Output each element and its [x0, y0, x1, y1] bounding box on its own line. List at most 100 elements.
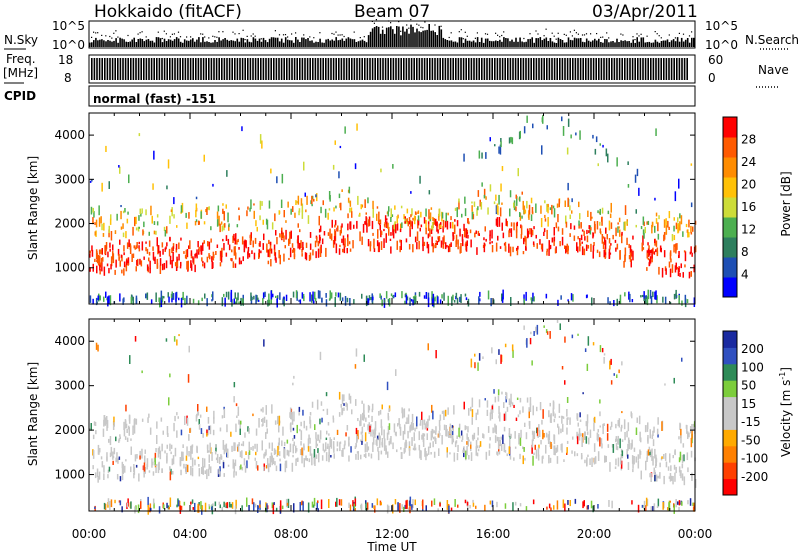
power-cell — [628, 243, 630, 249]
power-cell — [172, 246, 174, 252]
power-cell — [145, 241, 147, 244]
velocity-cell — [490, 409, 492, 415]
nsky-bar — [646, 42, 649, 47]
power-cell — [591, 216, 593, 219]
power-cell — [97, 255, 100, 266]
velocity-cell — [197, 404, 199, 412]
velocity-cell — [166, 502, 168, 509]
freq-bar — [306, 58, 309, 80]
power-cell — [368, 216, 371, 226]
power-cell — [210, 238, 212, 243]
velocity-cell — [484, 398, 486, 401]
power-cell — [171, 247, 173, 253]
freq-bar — [361, 58, 363, 80]
power-cell — [161, 263, 164, 271]
power-cell — [354, 163, 357, 170]
velocity-cell — [635, 456, 637, 463]
velocity-cell — [213, 410, 215, 419]
power-cell — [502, 232, 505, 239]
power-cell — [174, 262, 177, 267]
velocity-cell — [185, 455, 188, 461]
freq-bar — [650, 58, 652, 80]
nsky-bar — [232, 40, 234, 47]
velocity-cell — [463, 401, 465, 410]
power-cell — [138, 215, 140, 221]
velocity-cell — [512, 349, 514, 358]
power-cell — [547, 217, 549, 227]
power-cell — [392, 294, 395, 299]
velocity-cell — [390, 436, 392, 445]
velocity-cell — [456, 453, 459, 461]
power-cell — [519, 196, 521, 202]
velocity-cell — [519, 503, 522, 507]
power-cell — [624, 255, 626, 261]
power-cell — [641, 294, 644, 298]
nsky-bar — [412, 26, 414, 47]
power-cell — [312, 291, 314, 301]
velocity-cell — [355, 453, 357, 460]
power-cell — [383, 228, 385, 232]
nsearch-dot — [460, 29, 462, 31]
power-cell — [499, 207, 502, 217]
power-cell — [168, 248, 171, 257]
velocity-cell — [373, 505, 375, 509]
velocity-cell — [180, 429, 183, 436]
velocity-cell — [283, 447, 285, 458]
velocity-cell — [333, 446, 335, 453]
nsky-bar — [282, 42, 285, 47]
velocity-cell — [474, 362, 476, 369]
power-cell — [254, 237, 257, 244]
power-cell — [268, 239, 270, 244]
power-cell — [523, 205, 526, 215]
nsearch-dot — [563, 33, 565, 35]
power-cell — [152, 251, 155, 260]
freq-bar — [629, 58, 631, 80]
nsearch-dot — [420, 26, 422, 28]
power-cell — [278, 210, 281, 214]
velocity-cell — [327, 422, 330, 426]
velocity-cell — [103, 473, 105, 480]
nsearch-dot — [410, 18, 412, 21]
power-cell — [390, 217, 392, 222]
nsearch-dot — [656, 33, 658, 35]
power-cell — [378, 219, 381, 223]
power-cell — [442, 240, 445, 249]
power-cell — [359, 231, 361, 242]
power-cell — [472, 214, 475, 220]
nsky-bar — [323, 42, 325, 47]
nsky-bar — [143, 41, 146, 47]
velocity-cell — [429, 442, 431, 449]
nsearch-dot — [632, 36, 634, 38]
velocity-cell — [321, 455, 324, 461]
nsky-bar — [159, 38, 162, 47]
power-cell — [247, 251, 249, 259]
power-cell — [654, 225, 656, 233]
velocity-cell — [332, 415, 334, 420]
power-cell — [581, 241, 583, 244]
velocity-cell — [404, 504, 406, 510]
nsky-bar — [305, 39, 307, 47]
nsky-bar — [291, 40, 293, 47]
freq-bar — [410, 58, 413, 80]
power-cell — [255, 220, 257, 227]
velocity-cell — [626, 430, 628, 438]
power-cell — [186, 295, 188, 305]
velocity-cell — [428, 415, 431, 421]
nsearch-dot — [244, 39, 246, 41]
power-cell — [96, 256, 99, 264]
power-cell — [98, 249, 101, 255]
velocity-cell — [322, 443, 325, 451]
nsky-bar — [486, 38, 489, 47]
power-cell — [346, 297, 349, 303]
power-cell — [401, 222, 403, 228]
power-cell — [279, 292, 281, 300]
freq-bar — [603, 58, 605, 80]
power-cell — [161, 242, 164, 248]
nsearch-dot — [620, 33, 622, 35]
nsky-bar — [238, 41, 241, 47]
velocity-cell — [610, 421, 613, 428]
power-cell — [679, 213, 681, 219]
power-cell — [109, 248, 111, 252]
velocity-cell — [477, 362, 479, 371]
